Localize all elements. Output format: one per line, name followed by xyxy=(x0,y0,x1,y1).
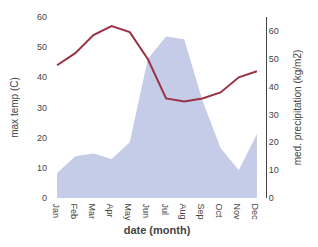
svg-text:0: 0 xyxy=(42,193,47,203)
svg-text:40: 40 xyxy=(269,82,279,92)
svg-text:date (month): date (month) xyxy=(124,224,191,236)
svg-text:Mar: Mar xyxy=(87,204,97,220)
svg-text:Jan: Jan xyxy=(51,204,61,219)
svg-text:0: 0 xyxy=(269,193,274,203)
svg-text:40: 40 xyxy=(37,72,47,82)
svg-text:Dec: Dec xyxy=(250,204,260,221)
svg-text:max temp (C): max temp (C) xyxy=(9,77,20,138)
svg-text:30: 30 xyxy=(269,110,279,120)
svg-text:Sep: Sep xyxy=(196,204,206,220)
svg-text:May: May xyxy=(123,204,133,222)
svg-text:10: 10 xyxy=(269,165,279,175)
svg-text:60: 60 xyxy=(269,26,279,36)
svg-text:20: 20 xyxy=(37,133,47,143)
svg-text:Jun: Jun xyxy=(141,204,151,219)
svg-text:Aug: Aug xyxy=(178,204,188,220)
svg-text:Oct: Oct xyxy=(214,204,224,219)
svg-text:50: 50 xyxy=(269,54,279,64)
svg-text:med. precipitation (kg/m2): med. precipitation (kg/m2) xyxy=(292,50,303,166)
svg-text:10: 10 xyxy=(37,163,47,173)
svg-text:Jul: Jul xyxy=(160,204,170,216)
svg-text:60: 60 xyxy=(37,12,47,22)
svg-text:30: 30 xyxy=(37,103,47,113)
svg-text:50: 50 xyxy=(37,42,47,52)
svg-text:Nov: Nov xyxy=(232,204,242,221)
svg-text:20: 20 xyxy=(269,137,279,147)
svg-text:Apr: Apr xyxy=(105,204,115,218)
svg-text:Feb: Feb xyxy=(69,204,79,220)
